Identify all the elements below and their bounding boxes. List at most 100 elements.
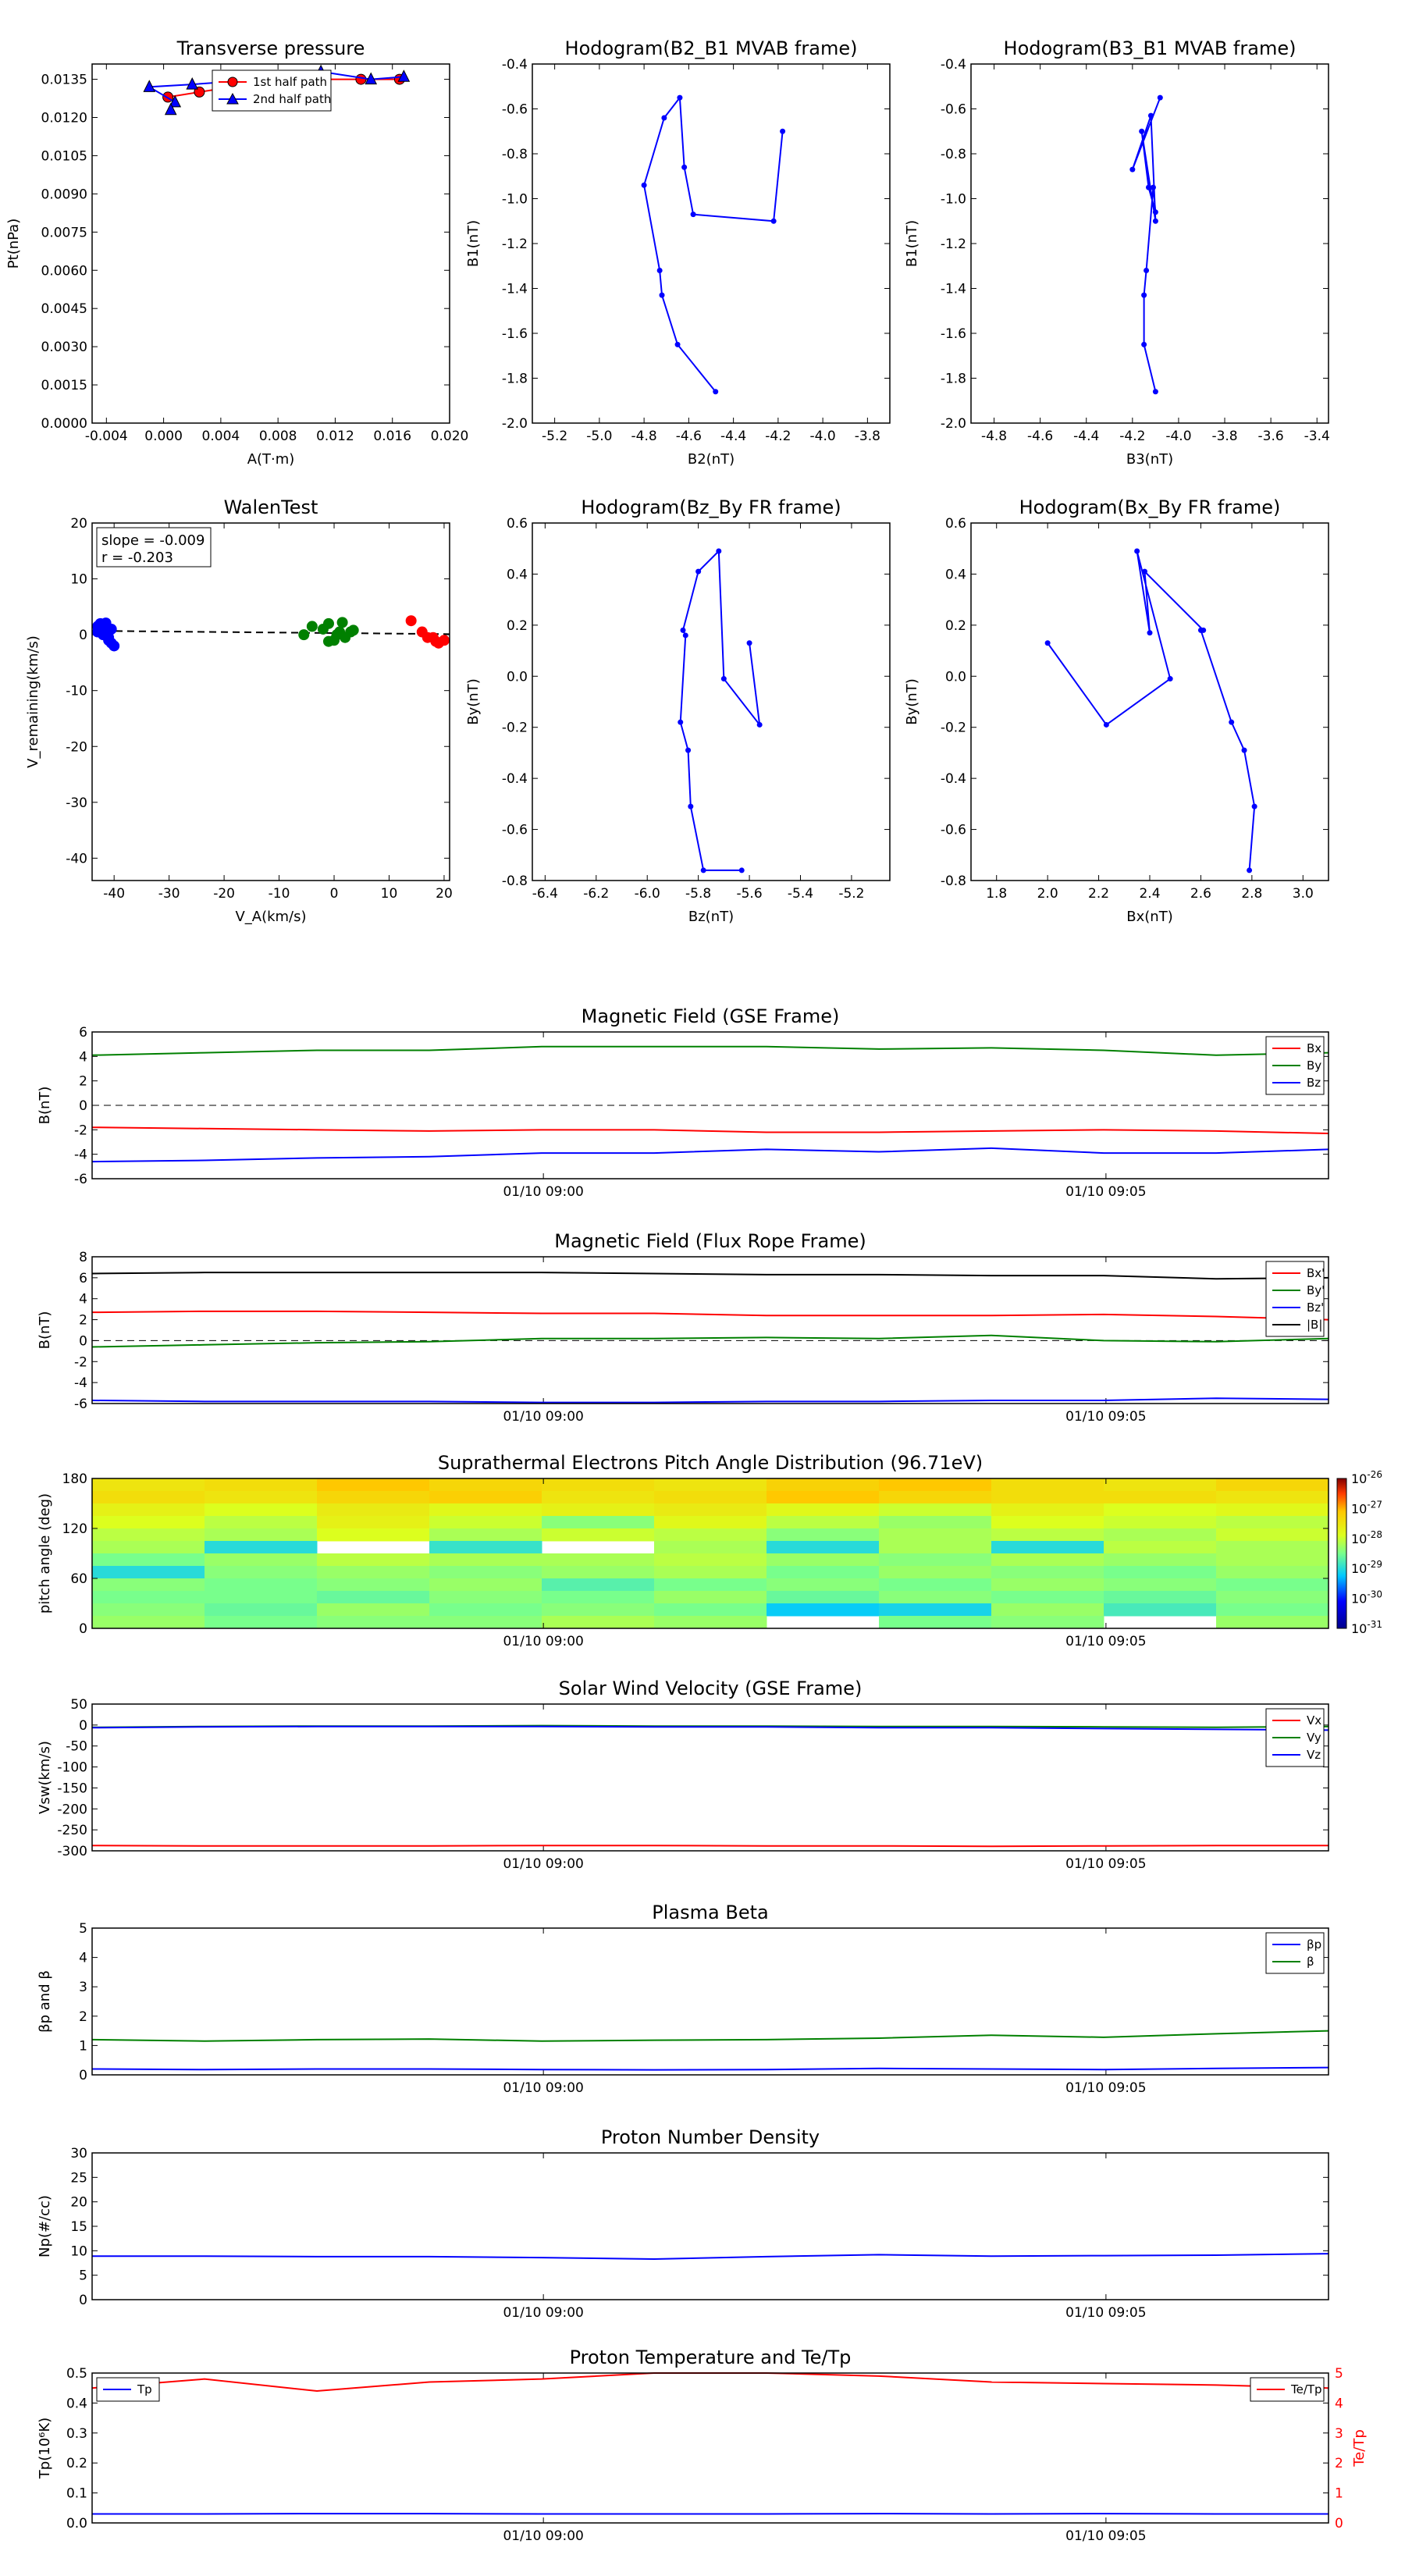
x-axis-xtick-label: 0: [330, 886, 339, 902]
ytick-label: 10: [70, 572, 87, 588]
heatmap-cell: [542, 1566, 655, 1579]
heatmap-cell: [429, 1541, 542, 1554]
data-point: [659, 292, 665, 298]
data-point: [438, 635, 450, 646]
data-point: [1141, 292, 1147, 298]
ytick-label: -1.8: [502, 372, 528, 387]
heatmap-cell: [879, 1578, 992, 1592]
data-point: [336, 617, 348, 628]
ytick-label: 0.0075: [41, 225, 87, 240]
data-point: [1241, 747, 1247, 753]
series-line: [91, 1272, 1329, 1280]
time-axis-xtick-label: 01/10 09:05: [1065, 2528, 1146, 2544]
y-axis-ytick-label: 0: [79, 2068, 87, 2083]
x-axis-xtick-label: 0.012: [316, 429, 354, 444]
time-axis-xtick-label: 01/10 09:05: [1065, 1634, 1146, 1649]
fit-line: [91, 630, 450, 635]
x-axis-xtick-label: -4.6: [676, 429, 702, 444]
ytick-label: -1.6: [502, 326, 528, 342]
ytick-label: -2.0: [502, 416, 528, 432]
y-axis-ytick-label: 0.1: [66, 2486, 87, 2502]
time-axis-xtick-label: 01/10 09:00: [503, 1409, 583, 1425]
heatmap-cell: [654, 1528, 767, 1542]
data-point: [169, 94, 182, 108]
x-axis-xtick-label: -5.2: [838, 886, 864, 902]
legend-label: Vz: [1307, 1748, 1321, 1762]
y-axis-ytick-label: 5: [79, 1921, 87, 1937]
data-point: [1141, 568, 1147, 575]
data-point: [1147, 630, 1153, 636]
heatmap-cell: [205, 1503, 318, 1517]
y-axis-ytick-label: 1: [79, 2038, 87, 2054]
heatmap-cell: [1104, 1578, 1217, 1592]
heatmap-cell: [542, 1591, 655, 1604]
ytick-label: -1.2: [941, 237, 966, 252]
x-axis-xtick-label: -3.8: [855, 429, 880, 444]
y-axis-ytick-label: 3: [79, 1980, 87, 1995]
heatmap-cell: [429, 1603, 542, 1617]
legend-box: [1265, 1932, 1325, 1974]
heatmap-cell: [1104, 1491, 1217, 1504]
ytick-label: 20: [70, 516, 87, 532]
data-point: [1197, 627, 1204, 633]
time-axis-xtick-label: 01/10 09:05: [1065, 1409, 1146, 1425]
heatmap-cell: [767, 1553, 880, 1567]
heatmap-cell: [654, 1478, 767, 1492]
heatmap-cell: [542, 1516, 655, 1529]
chart-tp2: Proton Temperature and Te/Tp 0.0 0.1 0.2 0.3…: [37, 2347, 1368, 2544]
x-axis-label: V_A(km/s): [235, 909, 306, 925]
x-axis-label: A(T·m): [247, 451, 295, 468]
y-axis-ytick-label: 50: [70, 1697, 87, 1713]
data-point: [306, 621, 318, 632]
heatmap-cell: [767, 1591, 880, 1604]
data-point: [1129, 166, 1136, 173]
x-axis-xtick-label: 0.004: [202, 429, 240, 444]
y-axis-ytick-label: -6: [74, 1172, 87, 1187]
y-axis-label: Pt(nPa): [5, 219, 22, 269]
ytick-label: -1.2: [502, 237, 528, 252]
heatmap-cell: [654, 1616, 767, 1629]
y-axis-ytick-label: -150: [57, 1781, 87, 1796]
ytick-label: 0.0060: [41, 263, 87, 279]
heatmap-cell: [1216, 1503, 1329, 1517]
heatmap-cell: [767, 1603, 880, 1617]
x-axis-xtick-label: 0.020: [431, 429, 469, 444]
y-axis-ytick-label: 2: [79, 2009, 87, 2025]
y-axis-label: βp and β: [37, 1970, 53, 2033]
series-line: [91, 2030, 1329, 2042]
y-axis-ytick-label: 4: [79, 1292, 87, 1308]
data-point: [1152, 209, 1158, 215]
heatmap-cell: [205, 1491, 318, 1504]
y-axis-ytick-label: 8: [79, 1250, 87, 1265]
data-point: [164, 102, 177, 116]
x-axis-xtick-label: 20: [436, 886, 453, 902]
heatmap-cell: [1216, 1478, 1329, 1492]
series-line: [92, 2253, 1329, 2260]
x-axis-xtick-label: 1.8: [986, 886, 1007, 902]
time-axis-xtick-label: 01/10 09:00: [503, 1184, 583, 1200]
chart-title: Hodogram(B2_B1 MVAB frame): [565, 37, 858, 59]
y-axis-ytick-label: -100: [57, 1760, 87, 1776]
heatmap-cell: [317, 1528, 430, 1542]
x-axis-xtick-label: -4.6: [1027, 429, 1053, 444]
y-axis-ytick-label: -300: [57, 1844, 87, 1859]
y-axis-ytick-label: 0.0: [66, 2516, 87, 2532]
y-axis-label: By(nT): [904, 678, 920, 724]
heatmap-cell: [205, 1553, 318, 1567]
y-axis-ytick-label: 0.5: [66, 2366, 87, 2382]
x-axis-xtick-label: -4.4: [1073, 429, 1099, 444]
data-point: [105, 623, 117, 635]
annotation-text: slope = -0.009: [101, 532, 205, 549]
ytick-label: 0.0090: [41, 187, 87, 202]
plot-frame: [532, 522, 891, 881]
heatmap-cell: [1104, 1553, 1217, 1567]
ytick-label: -20: [66, 739, 87, 755]
plot-frame: [970, 63, 1329, 424]
ytick-label: 0.2: [945, 618, 966, 634]
data-point: [685, 747, 692, 753]
y-axis-ytick-label: 2: [79, 1074, 87, 1090]
data-point: [1167, 676, 1173, 682]
x-axis-xtick-label: -3.4: [1304, 429, 1330, 444]
heatmap-cell: [205, 1566, 318, 1579]
